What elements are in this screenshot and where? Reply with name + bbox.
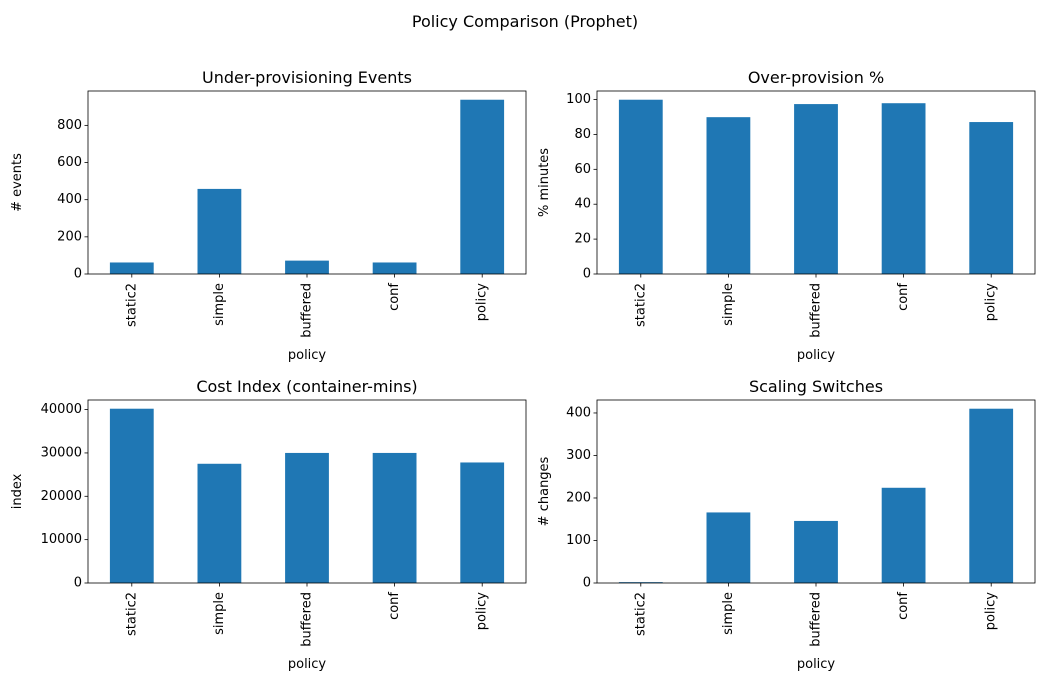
bar-buffered xyxy=(285,452,329,583)
y-tick-label: 300 xyxy=(566,448,591,463)
y-axis-label: index xyxy=(10,473,25,509)
x-tick-label: buffered xyxy=(809,592,824,647)
x-tick-label: buffered xyxy=(300,592,315,647)
x-tick-label: conf xyxy=(896,592,911,620)
bar-policy xyxy=(969,122,1014,274)
y-tick-label: 600 xyxy=(57,155,82,170)
subplot-title: Under-provisioning Events xyxy=(202,68,412,87)
bar-simple xyxy=(706,512,751,583)
bar-conf xyxy=(881,103,926,275)
y-tick-label: 20000 xyxy=(41,489,82,504)
bar-conf xyxy=(372,452,417,583)
bar-conf xyxy=(881,487,926,583)
bar-conf xyxy=(372,262,417,274)
y-axis-label: # changes xyxy=(537,456,552,526)
x-axis-label: policy xyxy=(288,348,327,363)
subplot-4: 0 100 200 300 400 static2 simple buffered conf po… xyxy=(537,377,1036,672)
x-tick-label: static2 xyxy=(124,283,139,327)
bar-simple xyxy=(197,188,242,274)
bar-buffered xyxy=(285,260,329,274)
y-tick-label: 40 xyxy=(574,197,591,212)
y-tick-label: 40000 xyxy=(41,402,82,417)
subplot-3: 0 10000 20000 30000 40000 static2 simple buffer… xyxy=(10,377,527,672)
bar-policy xyxy=(460,99,505,274)
y-tick-label: 400 xyxy=(57,192,82,207)
x-tick-label: conf xyxy=(896,283,911,311)
y-tick-label: 0 xyxy=(74,576,82,591)
x-tick-label: static2 xyxy=(124,592,139,636)
bar-static2 xyxy=(618,582,663,583)
x-axis-label: policy xyxy=(797,657,836,672)
x-tick-label: buffered xyxy=(809,283,824,338)
y-axis-label: % minutes xyxy=(537,148,552,217)
y-tick-label: 200 xyxy=(566,490,591,505)
y-tick-label: 0 xyxy=(583,267,591,282)
x-tick-label: static2 xyxy=(633,283,648,327)
x-tick-label: conf xyxy=(387,592,402,620)
x-tick-label: simple xyxy=(721,592,736,635)
y-axis-label: # events xyxy=(10,153,25,212)
bar-static2 xyxy=(618,99,663,274)
y-tick-label: 100 xyxy=(566,533,591,548)
x-tick-label: static2 xyxy=(633,592,648,636)
y-tick-label: 30000 xyxy=(41,445,82,460)
y-tick-label: 200 xyxy=(57,229,82,244)
y-tick-label: 60 xyxy=(574,162,591,177)
bar-policy xyxy=(969,408,1014,583)
bar-policy xyxy=(460,462,505,583)
x-axis-label: policy xyxy=(797,348,836,363)
y-tick-label: 0 xyxy=(74,267,82,282)
y-tick-label: 100 xyxy=(566,92,591,107)
y-tick-label: 400 xyxy=(566,405,591,420)
y-tick-label: 10000 xyxy=(41,532,82,547)
x-tick-label: conf xyxy=(387,283,402,311)
x-tick-label: policy xyxy=(475,592,490,631)
bar-static2 xyxy=(109,262,154,274)
subplot-1: 0 200 400 600 800 static2 simple buffered conf po… xyxy=(10,68,527,363)
y-tick-label: 0 xyxy=(583,576,591,591)
x-tick-label: simple xyxy=(721,283,736,326)
subplot-title: Over-provision % xyxy=(748,68,884,87)
x-tick-label: policy xyxy=(475,283,490,322)
y-tick-label: 20 xyxy=(574,232,591,247)
x-tick-label: policy xyxy=(984,592,999,631)
y-tick-label: 80 xyxy=(574,127,591,142)
bar-buffered xyxy=(794,104,838,274)
x-tick-label: buffered xyxy=(300,283,315,338)
x-axis-label: policy xyxy=(288,657,327,672)
subplot-title: Scaling Switches xyxy=(749,377,883,396)
bar-simple xyxy=(197,463,242,583)
x-tick-label: simple xyxy=(212,283,227,326)
subplot-title: Cost Index (container-mins) xyxy=(196,377,417,396)
x-tick-label: simple xyxy=(212,592,227,635)
bar-static2 xyxy=(109,408,154,583)
subplot-2: 0 20 40 60 80 100 static2 simple buffered conf pol… xyxy=(537,68,1036,363)
bar-simple xyxy=(706,117,751,274)
y-tick-label: 800 xyxy=(57,118,82,133)
figure-title: Policy Comparison (Prophet) xyxy=(412,12,638,31)
bar-buffered xyxy=(794,520,838,583)
x-tick-label: policy xyxy=(984,283,999,322)
